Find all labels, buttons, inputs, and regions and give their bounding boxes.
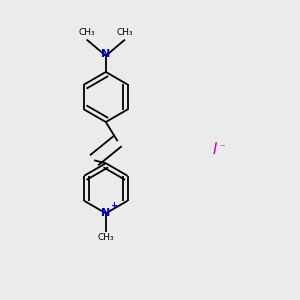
Text: CH₃: CH₃ [117,28,133,37]
Text: I: I [212,142,217,158]
Text: CH₃: CH₃ [78,28,95,37]
Text: +: + [110,201,117,210]
Text: N: N [101,208,110,218]
Text: N: N [101,49,110,59]
Text: CH₃: CH₃ [98,233,114,242]
Text: ⁻: ⁻ [219,143,225,154]
